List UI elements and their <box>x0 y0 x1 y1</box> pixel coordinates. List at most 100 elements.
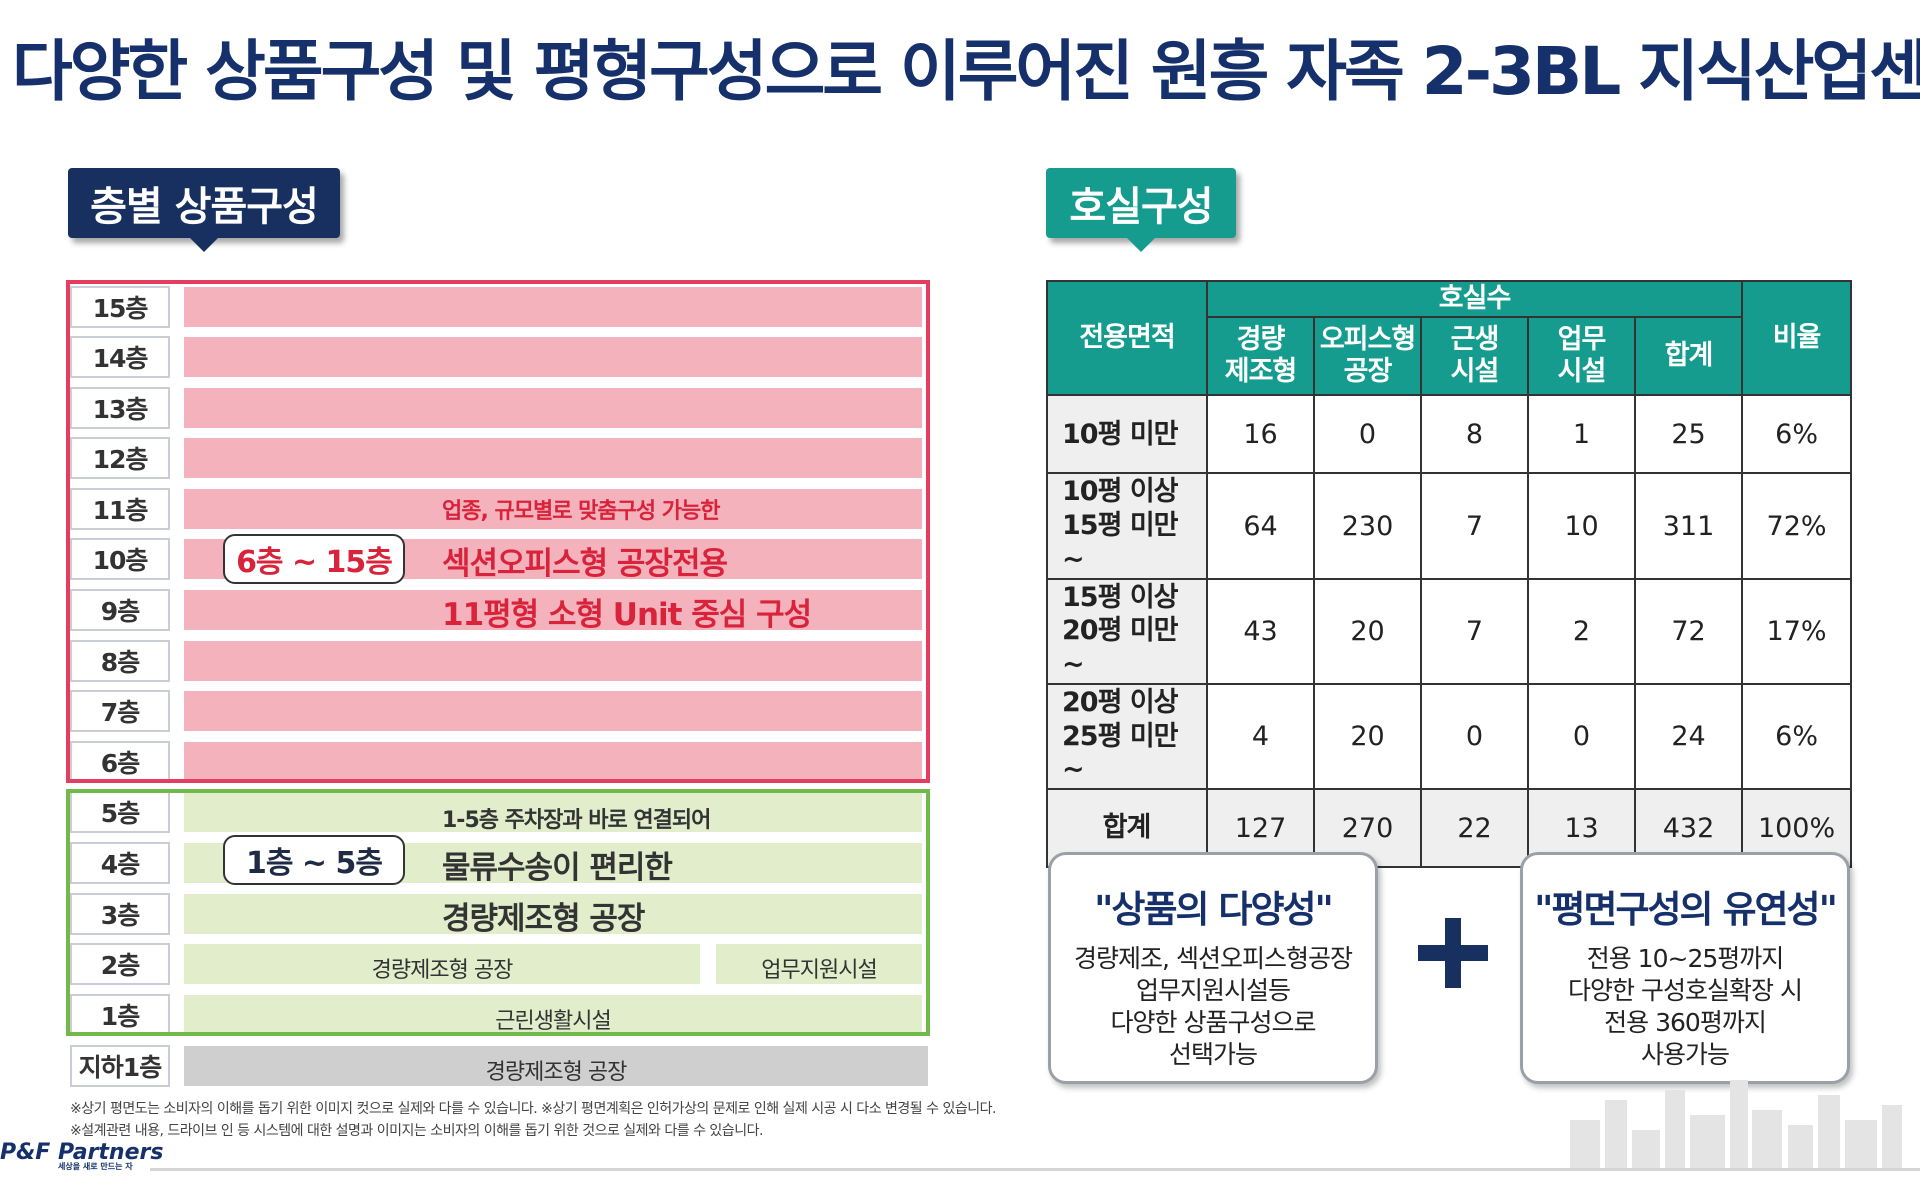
floor-label: 4층 <box>70 842 170 884</box>
bottom-divider <box>150 1168 1920 1171</box>
table-cell: 64 <box>1206 472 1315 580</box>
subheader-cell: 업무 시설 <box>1527 316 1636 397</box>
table-cell: 270 <box>1313 788 1422 869</box>
floor-label: 6층 <box>70 741 170 783</box>
footnote-1: ※상기 평면도는 소비자의 이해를 돕기 위한 이미지 컷으로 실제와 다를 수… <box>70 1101 996 1117</box>
lower-range-pill: 1층 ~ 5층 <box>223 835 405 885</box>
table-cell: 20 <box>1313 577 1422 685</box>
floor-bar: 업무지원시설 <box>716 944 922 984</box>
layout-flexibility-card: "평면구성의 유연성" 전용 10~25평까지 다양한 구성호실확장 시 전용 … <box>1520 852 1850 1084</box>
upper-line-2: 섹션오피스형 공장전용 <box>442 546 728 582</box>
floor-bar <box>184 641 922 681</box>
row-area-label: 20평 이상 25평 미만 ~ <box>1046 682 1208 791</box>
table-row: 15평 이상 20평 미만 ~43 20 7 2 72 17% <box>1046 577 1853 685</box>
room-composition-tag: 호실구성 <box>1046 168 1236 252</box>
table-row: 합계 127 270 22 13 432 100% <box>1046 788 1853 869</box>
table-cell: 25 <box>1633 394 1744 475</box>
header-room-count: 호실수 <box>1205 279 1744 319</box>
floor-bar <box>184 287 922 327</box>
floor-bar: 경량제조형 공장 <box>184 944 700 984</box>
floor-bar: 근린생활시설 <box>184 995 922 1035</box>
floor-bar <box>184 691 922 731</box>
header-ratio: 비율 <box>1741 279 1853 397</box>
product-diversity-title: "상품의 다양성" <box>1094 888 1334 931</box>
table-cell: 1 <box>1527 394 1636 475</box>
city-skyline-decoration <box>1570 1080 1902 1170</box>
table-cell: 72 <box>1633 577 1744 685</box>
table-cell: 6% <box>1741 394 1853 475</box>
floor-bar <box>184 489 922 529</box>
floor-label: 지하1층 <box>70 1045 170 1087</box>
floor-2-right-label: 업무지원시설 <box>761 958 877 983</box>
floor-bar <box>184 742 922 782</box>
table-cell: 22 <box>1420 788 1529 869</box>
floor-bar: 경량제조형 공장 <box>184 1046 928 1086</box>
table-cell: 72% <box>1741 472 1853 580</box>
table-cell: 2 <box>1527 577 1636 685</box>
card-left-line: 다양한 상품구성으로 <box>1110 1008 1317 1037</box>
floor-bar <box>184 894 922 934</box>
table-cell: 0 <box>1527 682 1636 791</box>
card-left-line: 업무지원시설등 <box>1135 976 1291 1005</box>
layout-flexibility-title: "평면구성의 유연성" <box>1534 888 1838 931</box>
floor-label: 5층 <box>70 791 170 833</box>
subheader-cell: 근생 시설 <box>1420 316 1529 397</box>
table-cell: 8 <box>1420 394 1529 475</box>
room-composition-table: 전용면적 호실수 비율 경량 제조형 오피스형 공장 근생 시설 업무 시설 합계 10… <box>1046 279 1853 869</box>
product-diversity-card: "상품의 다양성" 경량제조, 섹션오피스형공장 업무지원시설등 다양한 상품구… <box>1048 852 1378 1084</box>
logo-subtext: 세상을 새로 만드는 자 <box>58 1162 133 1171</box>
floor-label: 10층 <box>70 538 170 580</box>
card-left-line: 선택가능 <box>1168 1040 1258 1069</box>
floor-composition-tag: 층별 상품구성 <box>68 168 340 252</box>
floor-label: 8층 <box>70 640 170 682</box>
floor-label: 15층 <box>70 286 170 328</box>
floor-bar <box>184 388 922 428</box>
table-cell: 6% <box>1741 682 1853 791</box>
floor-label: 1층 <box>70 994 170 1036</box>
table-cell: 7 <box>1420 472 1529 580</box>
card-right-line: 전용 360평까지 <box>1604 1008 1767 1037</box>
table-cell: 24 <box>1633 682 1744 791</box>
floor-label: 14층 <box>70 336 170 378</box>
floor-label: 9층 <box>70 589 170 631</box>
table-cell: 4 <box>1206 682 1315 791</box>
row-area-label: 10평 미만 <box>1046 394 1208 475</box>
table-cell: 16 <box>1206 394 1315 475</box>
table-cell: 230 <box>1313 472 1422 580</box>
floor-1-label: 근린생활시설 <box>495 1009 611 1034</box>
table-cell: 10 <box>1527 472 1636 580</box>
footnote-2: ※설계관련 내용, 드라이브 인 등 시스템에 대한 설명과 이미지는 소비자의… <box>70 1123 763 1139</box>
card-left-line: 경량제조, 섹션오피스형공장 <box>1074 944 1353 973</box>
row-area-label: 10평 이상 15평 미만 ~ <box>1046 472 1208 580</box>
subheader-cell: 오피스형 공장 <box>1313 316 1422 397</box>
floor-label: 12층 <box>70 437 170 479</box>
table-cell: 311 <box>1633 472 1744 580</box>
plus-icon <box>1418 918 1488 988</box>
table-cell: 0 <box>1420 682 1529 791</box>
lower-line-3: 경량제조형 공장 <box>442 901 645 937</box>
subheader-cell: 합계 <box>1633 316 1744 397</box>
table-cell: 43 <box>1206 577 1315 685</box>
logo-text: P&F Partners <box>0 1140 164 1165</box>
upper-line-3: 11평형 소형 Unit 중심 구성 <box>442 597 812 633</box>
floor-bar <box>184 792 922 832</box>
subheader-cell: 경량 제조형 <box>1206 316 1315 397</box>
floor-bar <box>184 590 922 630</box>
table-cell: 17% <box>1741 577 1853 685</box>
card-right-line: 전용 10~25평까지 <box>1586 944 1785 973</box>
floor-label: 7층 <box>70 690 170 732</box>
row-area-label: 15평 이상 20평 미만 ~ <box>1046 577 1208 685</box>
upper-range-pill: 6층 ~ 15층 <box>223 534 405 584</box>
upper-floors-frame <box>66 280 930 783</box>
floor-label: 11층 <box>70 488 170 530</box>
table-row: 10평 미만 16 0 8 1 25 6% <box>1046 394 1853 475</box>
pnf-partners-logo: P&F Partners 세상을 새로 만드는 자 <box>0 1140 163 1172</box>
table-cell: 20 <box>1313 682 1422 791</box>
floor-bar <box>184 337 922 377</box>
floor-2-left-label: 경량제조형 공장 <box>371 958 514 983</box>
floor-bar <box>184 438 922 478</box>
card-right-line: 다양한 구성호실확장 시 <box>1568 976 1803 1005</box>
page-title: 다양한 상품구성 및 평형구성으로 이루어진 원흥 자족 2-3BL 지식산업센… <box>12 33 1920 110</box>
card-right-line: 사용가능 <box>1640 1040 1730 1069</box>
floor-label: 13층 <box>70 387 170 429</box>
